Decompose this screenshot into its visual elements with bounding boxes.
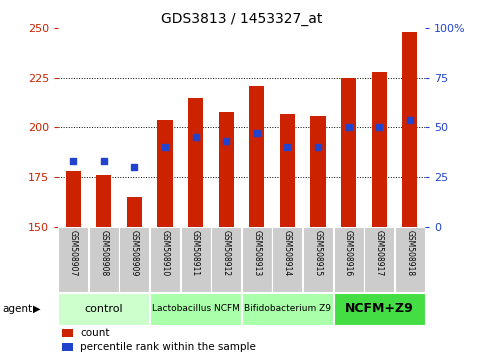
Text: GSM508910: GSM508910: [160, 230, 170, 276]
Bar: [58, 227, 88, 292]
Bar: [89, 227, 119, 292]
Text: GSM508907: GSM508907: [69, 230, 78, 276]
Bar: [150, 227, 180, 292]
Text: GSM508914: GSM508914: [283, 230, 292, 276]
Point: [222, 138, 230, 144]
Point: [161, 144, 169, 150]
Text: GSM508913: GSM508913: [252, 230, 261, 276]
Text: GSM508912: GSM508912: [222, 230, 231, 276]
Point: [253, 131, 261, 136]
Text: GSM508916: GSM508916: [344, 230, 353, 276]
Text: NCFM+Z9: NCFM+Z9: [345, 302, 413, 315]
Bar: [119, 227, 149, 292]
Bar: [242, 293, 333, 325]
Bar: [364, 227, 394, 292]
Bar: [334, 293, 425, 325]
Text: GSM508909: GSM508909: [130, 230, 139, 276]
Text: Bifidobacterium Z9: Bifidobacterium Z9: [244, 304, 331, 313]
Point: [284, 144, 291, 150]
Bar: [127, 197, 142, 227]
Text: percentile rank within the sample: percentile rank within the sample: [80, 342, 256, 352]
Bar: [219, 112, 234, 227]
Point: [345, 125, 353, 130]
Bar: [249, 86, 265, 227]
Bar: [303, 227, 333, 292]
Text: ▶: ▶: [33, 304, 41, 314]
Point: [314, 144, 322, 150]
Text: GSM508918: GSM508918: [405, 230, 414, 276]
Text: GSM508908: GSM508908: [99, 230, 108, 276]
Bar: [334, 227, 364, 292]
Bar: [181, 227, 211, 292]
Text: control: control: [85, 304, 123, 314]
Bar: [395, 227, 425, 292]
Point: [130, 164, 138, 170]
Bar: [341, 78, 356, 227]
Bar: [66, 171, 81, 227]
Bar: [62, 343, 72, 351]
Bar: [211, 227, 241, 292]
Point: [70, 158, 77, 164]
Text: GSM508915: GSM508915: [313, 230, 323, 276]
Bar: [157, 120, 173, 227]
Text: count: count: [80, 328, 110, 338]
Text: agent: agent: [2, 304, 32, 314]
Point: [375, 125, 383, 130]
Bar: [311, 115, 326, 227]
Text: Lactobacillus NCFM: Lactobacillus NCFM: [152, 304, 240, 313]
Text: GSM508911: GSM508911: [191, 230, 200, 276]
Bar: [280, 114, 295, 227]
Point: [406, 117, 413, 122]
Point: [192, 135, 199, 140]
Bar: [96, 175, 112, 227]
Bar: [242, 227, 272, 292]
Bar: [371, 72, 387, 227]
Bar: [272, 227, 302, 292]
Text: GSM508917: GSM508917: [375, 230, 384, 276]
Bar: [402, 32, 417, 227]
Title: GDS3813 / 1453327_at: GDS3813 / 1453327_at: [161, 12, 322, 26]
Bar: [150, 293, 241, 325]
Bar: [62, 329, 72, 337]
Bar: [188, 98, 203, 227]
Bar: [58, 293, 149, 325]
Point: [100, 158, 108, 164]
